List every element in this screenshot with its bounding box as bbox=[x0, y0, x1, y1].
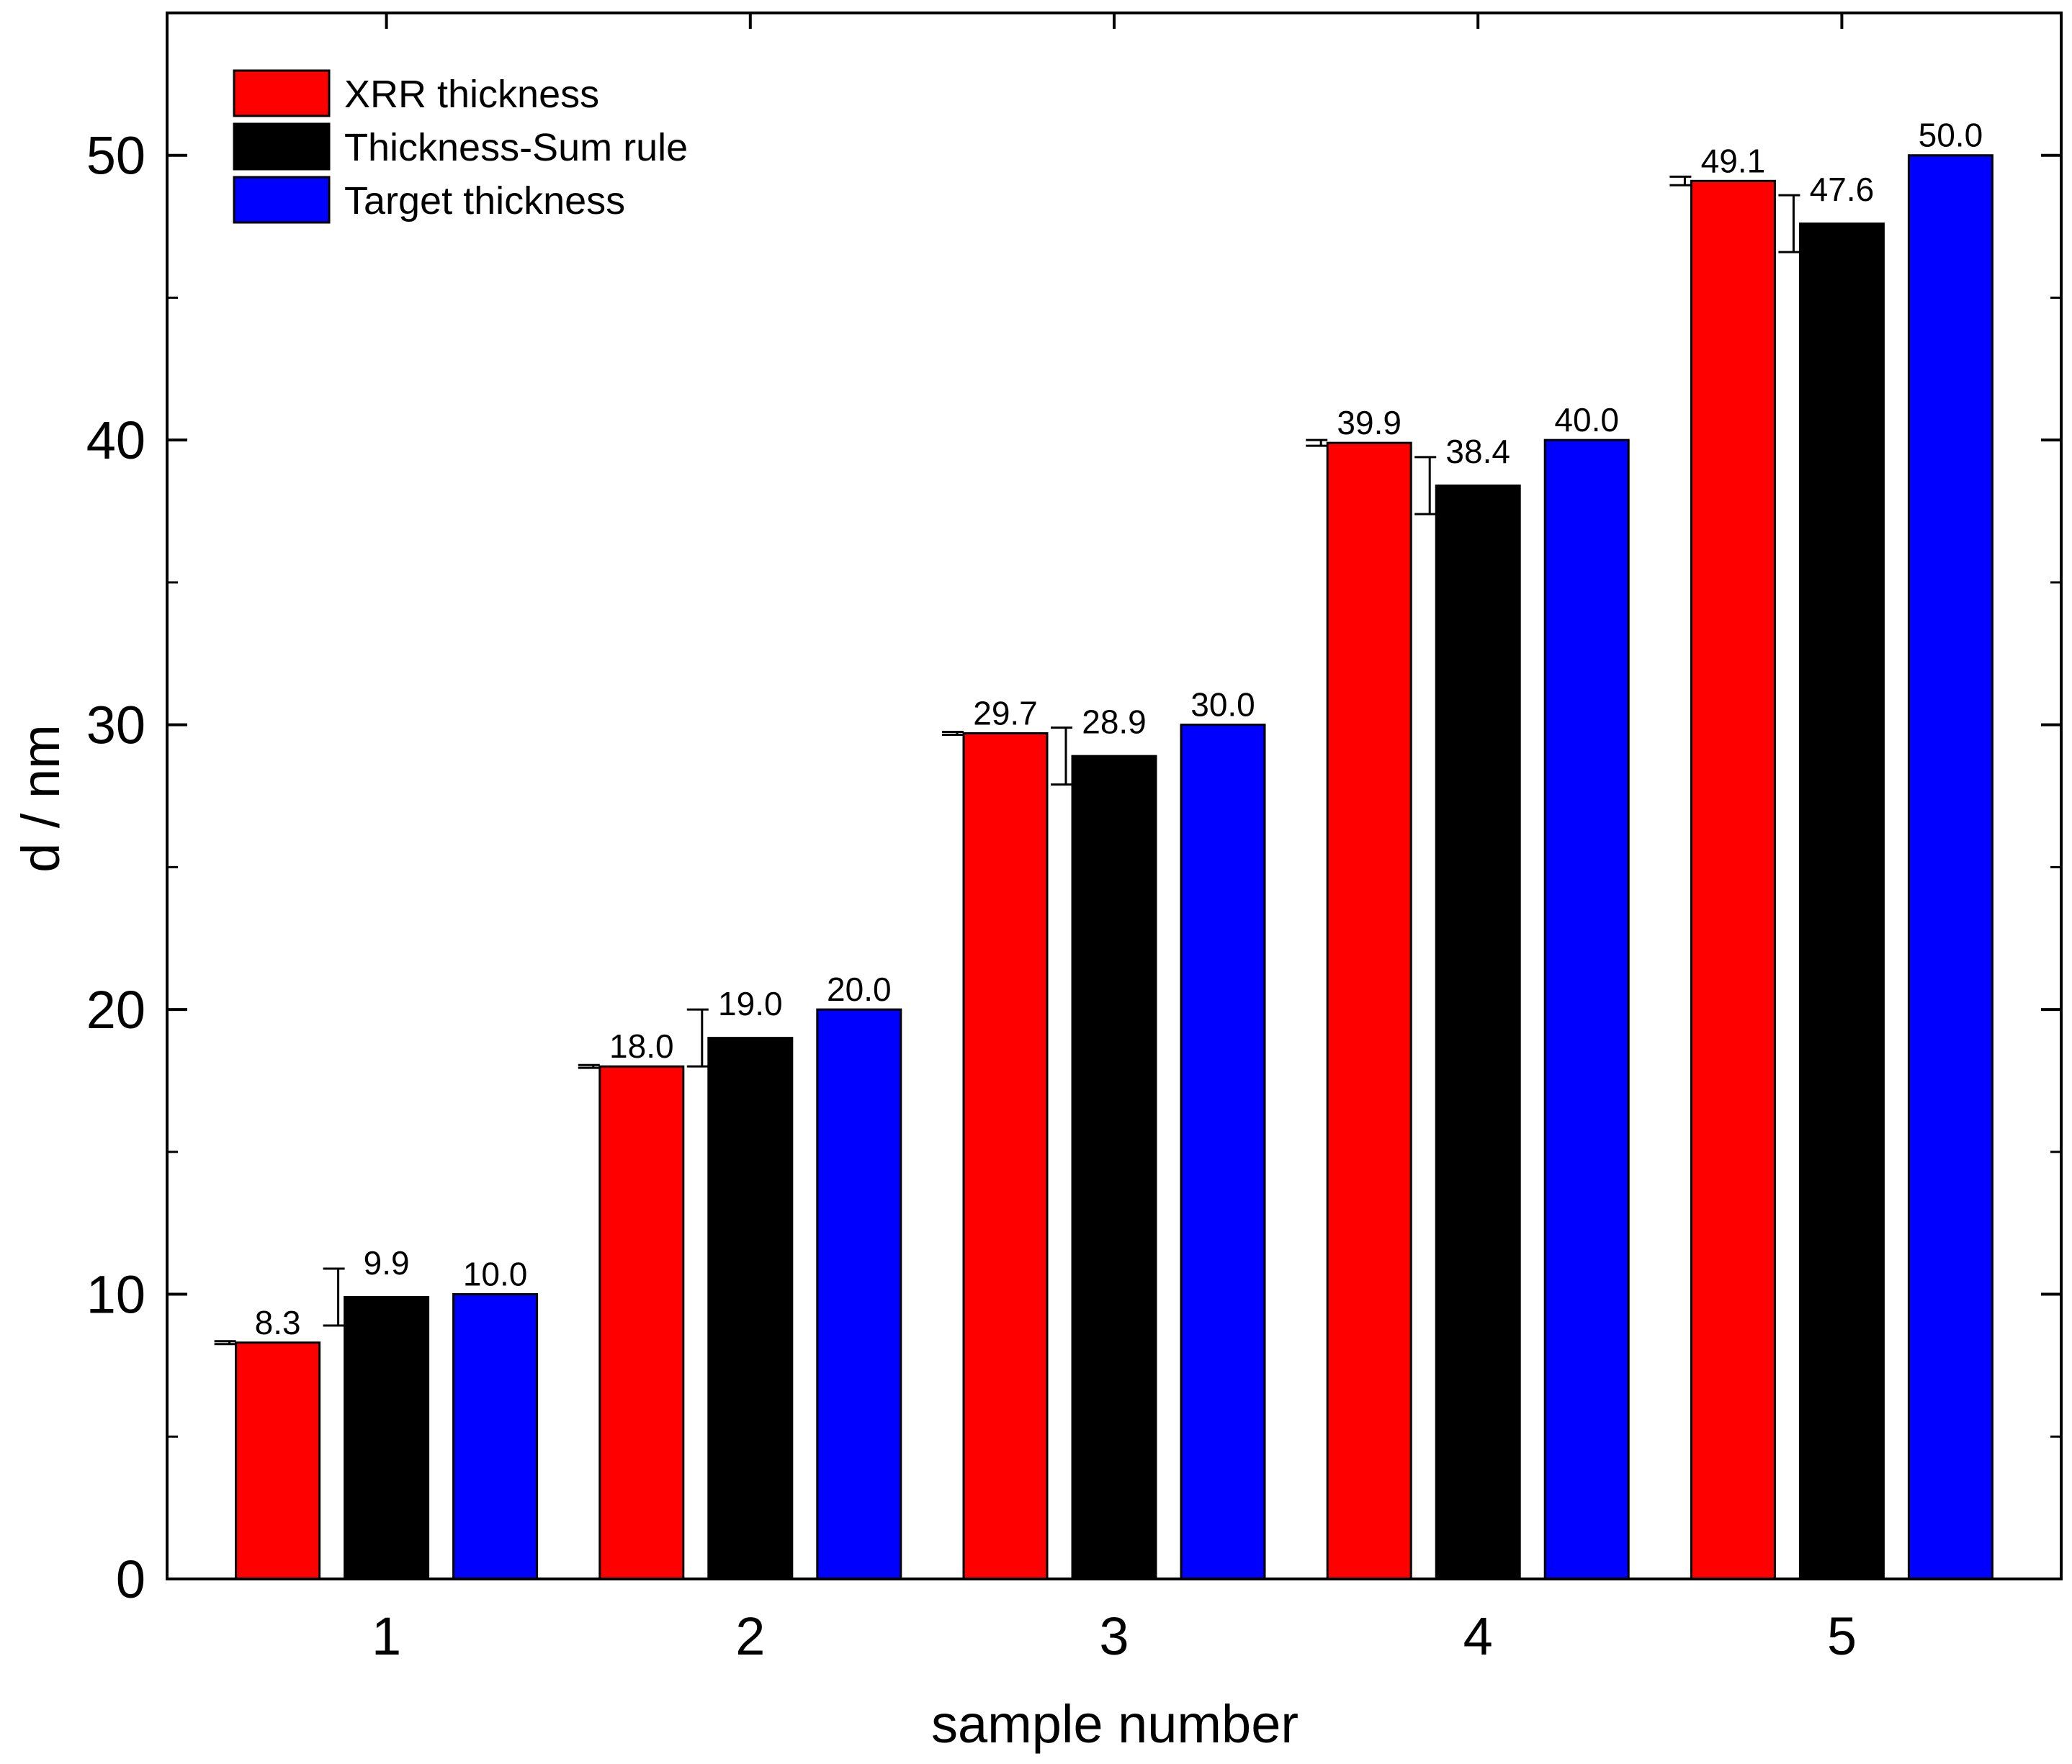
error-bar-thickness-sum-rule-sample-5 bbox=[1778, 194, 1800, 253]
y-tick-label-0: 0 bbox=[116, 1549, 145, 1609]
value-label-xrr-thickness-sample-4: 39.9 bbox=[1337, 404, 1401, 441]
y-axis-title: d / nm bbox=[11, 724, 71, 873]
value-label-xrr-thickness-sample-3: 29.7 bbox=[973, 695, 1038, 732]
ticks-layer bbox=[167, 13, 2061, 1580]
y-tick-label-20: 20 bbox=[86, 980, 145, 1040]
error-bars-layer bbox=[214, 175, 1800, 1346]
value-label-thickness-sum-rule-sample-3: 28.9 bbox=[1082, 703, 1147, 741]
y-tick-label-10: 10 bbox=[86, 1265, 145, 1325]
bar-thickness-sum-rule-sample-3 bbox=[1071, 755, 1157, 1580]
legend-swatch-xrr-thickness bbox=[233, 69, 331, 117]
x-axis-title: sample number bbox=[931, 1694, 1299, 1754]
y-tick-label-50: 50 bbox=[86, 126, 145, 186]
error-bar-xrr-thickness-sample-4 bbox=[1306, 438, 1328, 447]
error-bar-xrr-thickness-sample-1 bbox=[214, 1340, 236, 1346]
error-bar-thickness-sum-rule-sample-2 bbox=[686, 1008, 709, 1068]
legend-label-thickness-sum-rule: Thickness-Sum rule bbox=[344, 126, 688, 169]
error-bar-thickness-sum-rule-sample-1 bbox=[323, 1267, 345, 1327]
value-label-xrr-thickness-sample-5: 49.1 bbox=[1701, 142, 1766, 179]
x-tick-label-4: 4 bbox=[1463, 1606, 1493, 1666]
error-bar-xrr-thickness-sample-2 bbox=[578, 1063, 600, 1069]
bar-thickness-sum-rule-sample-1 bbox=[344, 1296, 430, 1580]
error-bar-xrr-thickness-sample-3 bbox=[942, 731, 964, 736]
bar-xrr-thickness-sample-5 bbox=[1690, 179, 1776, 1580]
value-label-xrr-thickness-sample-1: 8.3 bbox=[255, 1304, 301, 1341]
x-tick-label-3: 3 bbox=[1099, 1606, 1129, 1666]
bar-xrr-thickness-sample-1 bbox=[235, 1341, 321, 1580]
value-label-thickness-sum-rule-sample-4: 38.4 bbox=[1445, 433, 1510, 470]
bar-target-thickness-sample-5 bbox=[1907, 154, 1993, 1580]
bar-thickness-sum-rule-sample-5 bbox=[1798, 222, 1885, 1580]
bar-target-thickness-sample-4 bbox=[1543, 438, 1630, 1580]
bar-target-thickness-sample-3 bbox=[1180, 724, 1266, 1580]
bar-target-thickness-sample-2 bbox=[816, 1008, 902, 1580]
bar-xrr-thickness-sample-2 bbox=[598, 1065, 685, 1580]
value-label-thickness-sum-rule-sample-1: 9.9 bbox=[364, 1244, 410, 1282]
x-tick-label-1: 1 bbox=[372, 1606, 401, 1666]
error-bar-thickness-sum-rule-sample-4 bbox=[1414, 456, 1437, 516]
legend-label-xrr-thickness: XRR thickness bbox=[344, 73, 599, 116]
value-label-target-thickness-sample-5: 50.0 bbox=[1919, 117, 1983, 154]
value-labels-layer: 8.3 9.9 10.0 18.0 19.0 20.0 29.7 28.9 30.0 39.9 38… bbox=[255, 117, 1983, 1341]
y-tick-label-30: 30 bbox=[86, 696, 145, 755]
error-bar-thickness-sum-rule-sample-3 bbox=[1051, 726, 1072, 786]
x-tick-label-2: 2 bbox=[735, 1606, 765, 1666]
legend: XRR thickness Thickness-Sum rule Target … bbox=[233, 69, 688, 224]
legend-swatch-target-thickness bbox=[233, 176, 331, 224]
bar-thickness-sum-rule-sample-4 bbox=[1435, 484, 1521, 1580]
value-label-target-thickness-sample-4: 40.0 bbox=[1554, 401, 1619, 438]
value-label-xrr-thickness-sample-2: 18.0 bbox=[609, 1027, 674, 1065]
value-label-thickness-sum-rule-sample-5: 47.6 bbox=[1810, 171, 1875, 208]
legend-swatch-thickness-sum-rule bbox=[233, 122, 331, 171]
bar-xrr-thickness-sample-4 bbox=[1326, 441, 1412, 1580]
bar-thickness-sum-rule-sample-2 bbox=[707, 1037, 794, 1580]
legend-label-target-thickness: Target thickness bbox=[344, 179, 625, 222]
error-bar-xrr-thickness-sample-5 bbox=[1669, 175, 1692, 186]
x-tick-label-5: 5 bbox=[1827, 1606, 1857, 1666]
bar-xrr-thickness-sample-3 bbox=[962, 732, 1049, 1580]
bars-layer bbox=[235, 154, 1993, 1580]
bar-target-thickness-sample-1 bbox=[452, 1293, 539, 1580]
y-tick-label-40: 40 bbox=[86, 410, 145, 470]
value-label-target-thickness-sample-1: 10.0 bbox=[463, 1256, 528, 1293]
value-label-target-thickness-sample-3: 30.0 bbox=[1190, 686, 1255, 724]
value-label-target-thickness-sample-2: 20.0 bbox=[827, 971, 892, 1008]
value-label-thickness-sum-rule-sample-2: 19.0 bbox=[718, 985, 783, 1022]
